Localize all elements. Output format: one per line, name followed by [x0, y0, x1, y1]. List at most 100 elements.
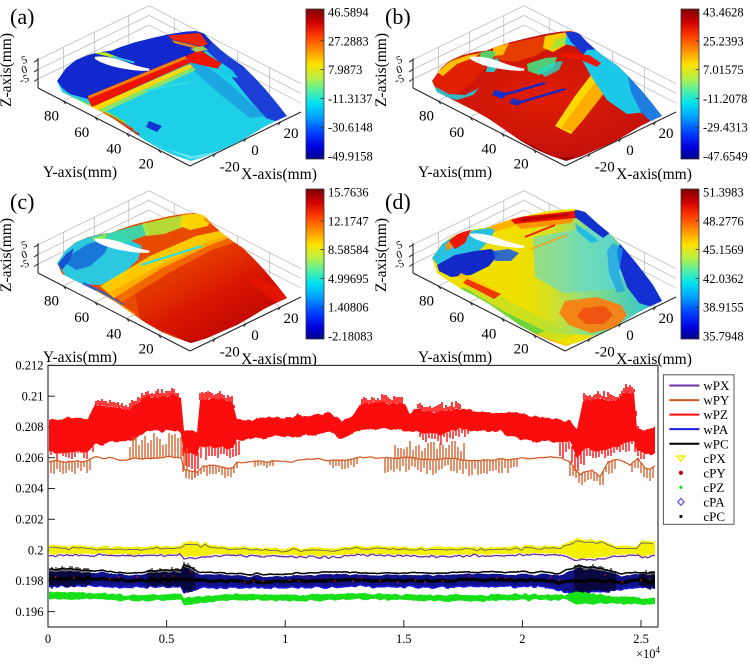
svg-text:0.198: 0.198: [15, 574, 43, 588]
svg-text:43.4628: 43.4628: [703, 6, 744, 20]
svg-text:cPX: cPX: [703, 451, 726, 466]
svg-text:×104: ×104: [636, 645, 661, 661]
svg-text:Y-axis(mm): Y-axis(mm): [418, 164, 492, 181]
svg-text:Z-axis(mm): Z-axis(mm): [0, 33, 15, 107]
svg-text:25.2393: 25.2393: [703, 34, 744, 48]
svg-text:-30.6148: -30.6148: [328, 121, 373, 135]
svg-text:Z-axis(mm): Z-axis(mm): [373, 33, 390, 107]
svg-text:Y-axis(mm): Y-axis(mm): [43, 349, 117, 366]
svg-text:20: 20: [514, 157, 529, 173]
svg-text:51.3983: 51.3983: [703, 186, 744, 200]
svg-text:1.5: 1.5: [396, 632, 412, 646]
svg-text:0: 0: [395, 248, 405, 261]
svg-text:X-axis(mm): X-axis(mm): [616, 351, 692, 368]
svg-text:-20: -20: [220, 344, 240, 360]
svg-text:-47.6549: -47.6549: [703, 150, 748, 164]
svg-text:40: 40: [106, 326, 121, 342]
svg-text:80: 80: [44, 108, 59, 124]
svg-text:20: 20: [139, 157, 154, 173]
svg-text:(c): (c): [10, 189, 34, 214]
svg-text:0: 0: [626, 328, 634, 344]
svg-text:1: 1: [282, 632, 288, 646]
svg-text:60: 60: [449, 310, 464, 326]
svg-text:42.0362: 42.0362: [703, 272, 744, 286]
svg-text:cPZ: cPZ: [703, 480, 724, 495]
svg-text:20: 20: [514, 342, 529, 358]
svg-text:12.1747: 12.1747: [328, 214, 369, 228]
svg-text:0.21: 0.21: [22, 389, 44, 403]
svg-text:0.212: 0.212: [15, 359, 43, 373]
svg-text:0: 0: [251, 143, 259, 159]
svg-text:20: 20: [659, 126, 674, 142]
svg-text:80: 80: [419, 108, 434, 124]
svg-text:-20: -20: [595, 344, 615, 360]
svg-text:-2.18083: -2.18083: [328, 330, 373, 344]
svg-text:80: 80: [44, 293, 59, 309]
svg-text:0.206: 0.206: [15, 451, 43, 465]
svg-text:2.5: 2.5: [633, 632, 649, 646]
svg-text:7.01575: 7.01575: [703, 63, 744, 77]
svg-text:80: 80: [419, 293, 434, 309]
svg-text:40: 40: [481, 141, 496, 157]
svg-text:cPA: cPA: [703, 495, 725, 510]
svg-text:1.40806: 1.40806: [328, 301, 369, 315]
svg-text:wPY: wPY: [703, 393, 730, 408]
svg-text:0: 0: [395, 63, 405, 76]
svg-text:-5: -5: [393, 257, 406, 272]
svg-text:cPY: cPY: [703, 465, 726, 480]
svg-text:60: 60: [74, 125, 89, 141]
svg-text:38.9155: 38.9155: [703, 301, 744, 315]
svg-text:-11.3137: -11.3137: [328, 92, 372, 106]
svg-text:Y-axis(mm): Y-axis(mm): [43, 164, 117, 181]
svg-text:X-axis(mm): X-axis(mm): [241, 166, 317, 183]
svg-text:-20: -20: [595, 159, 615, 175]
svg-text:60: 60: [74, 310, 89, 326]
svg-text:5: 5: [20, 54, 30, 67]
svg-text:8.58584: 8.58584: [328, 243, 369, 257]
svg-text:wPZ: wPZ: [703, 407, 728, 422]
svg-text:40: 40: [481, 326, 496, 342]
svg-text:46.5894: 46.5894: [328, 6, 369, 20]
svg-text:0.2: 0.2: [28, 543, 44, 557]
svg-text:0: 0: [20, 248, 30, 261]
svg-text:-5: -5: [18, 72, 31, 87]
svg-text:5: 5: [20, 239, 30, 252]
svg-text:0: 0: [20, 63, 30, 76]
svg-text:Z-axis(mm): Z-axis(mm): [373, 218, 390, 292]
svg-text:0: 0: [251, 328, 259, 344]
svg-text:Z-axis(mm): Z-axis(mm): [0, 218, 15, 292]
svg-text:-5: -5: [18, 257, 31, 272]
svg-text:0: 0: [626, 143, 634, 159]
svg-text:0.5: 0.5: [159, 632, 175, 646]
svg-text:2: 2: [519, 632, 525, 646]
svg-text:(a): (a): [10, 4, 34, 29]
svg-text:X-axis(mm): X-axis(mm): [616, 166, 692, 183]
svg-text:0: 0: [45, 632, 51, 646]
svg-text:5: 5: [395, 54, 405, 67]
svg-text:X-axis(mm): X-axis(mm): [241, 351, 317, 368]
svg-text:Y-axis(mm): Y-axis(mm): [418, 349, 492, 366]
svg-text:0.204: 0.204: [15, 482, 44, 496]
svg-text:(d): (d): [385, 189, 411, 214]
svg-text:cPC: cPC: [703, 509, 725, 524]
svg-text:60: 60: [449, 125, 464, 141]
svg-text:40: 40: [106, 141, 121, 157]
svg-text:0.202: 0.202: [15, 513, 43, 527]
svg-text:15.7636: 15.7636: [328, 186, 369, 200]
svg-text:-11.2078: -11.2078: [703, 92, 747, 106]
svg-text:48.2776: 48.2776: [703, 214, 744, 228]
svg-text:35.7948: 35.7948: [703, 330, 744, 344]
svg-text:0.208: 0.208: [15, 420, 43, 434]
svg-text:-49.9158: -49.9158: [328, 150, 373, 164]
svg-text:0.196: 0.196: [15, 605, 43, 619]
svg-text:(b): (b): [385, 4, 411, 29]
svg-text:-5: -5: [393, 72, 406, 87]
svg-text:5: 5: [395, 239, 405, 252]
svg-text:wPC: wPC: [703, 436, 728, 451]
svg-text:45.1569: 45.1569: [703, 243, 744, 257]
svg-text:27.2883: 27.2883: [328, 34, 369, 48]
svg-text:-20: -20: [220, 159, 240, 175]
svg-text:4.99695: 4.99695: [328, 272, 369, 286]
svg-text:7.9873: 7.9873: [328, 63, 362, 77]
svg-text:-29.4313: -29.4313: [703, 121, 748, 135]
